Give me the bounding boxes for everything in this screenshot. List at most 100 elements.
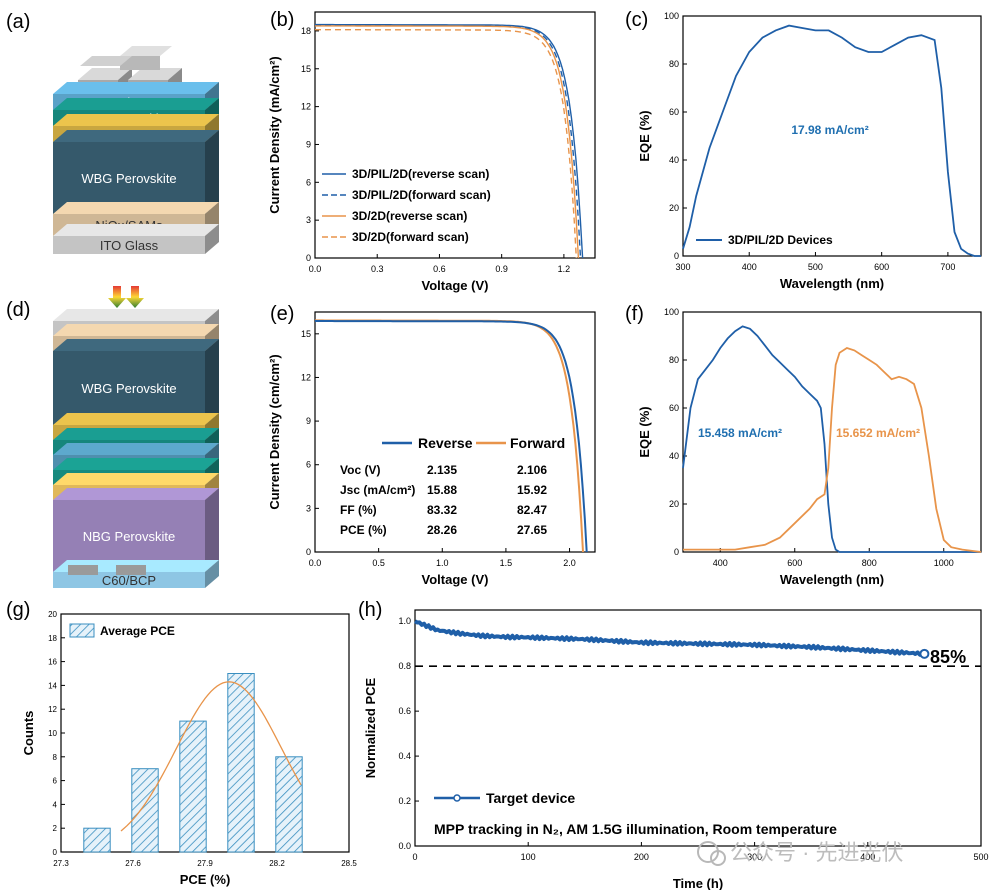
y-tick-label: 0 bbox=[306, 547, 311, 557]
x-tick-label: 28.2 bbox=[269, 859, 285, 868]
table-value: 2.106 bbox=[517, 463, 547, 477]
y-axis-label: Current Density (cm/cm²) bbox=[267, 354, 282, 509]
chart-eqe-tandem: 400 600 800 1000 0 20 40 60 80 100 Wavelength (nm)… bbox=[637, 307, 982, 587]
plot-frame bbox=[682, 311, 982, 553]
y-tick-label: 20 bbox=[48, 610, 57, 619]
chart-note: MPP tracking in N₂, AM 1.5G illumination… bbox=[434, 821, 837, 837]
table-value: 82.47 bbox=[517, 503, 547, 517]
layer-side bbox=[205, 488, 219, 572]
x-axis-label: Time (h) bbox=[673, 876, 723, 890]
layer-top bbox=[53, 428, 219, 440]
table-row-label: FF (%) bbox=[340, 503, 377, 517]
layer-label: NBG Perovskite bbox=[83, 529, 175, 544]
chart-eqe-single: 300 400 500 600 700 0 20 40 60 80 100 Wavelength (n… bbox=[637, 11, 982, 291]
eqe-line-0 bbox=[682, 325, 981, 553]
series-line-0 bbox=[315, 320, 588, 553]
x-tick-label: 200 bbox=[634, 852, 649, 862]
plot-frame bbox=[682, 15, 982, 257]
panel-label-e: (e) bbox=[270, 303, 294, 325]
layer-top bbox=[53, 458, 219, 470]
y-tick-label: 0.4 bbox=[398, 751, 411, 761]
panel-label-c: (c) bbox=[625, 9, 648, 31]
legend-label: Target device bbox=[486, 790, 575, 806]
y-tick-label: 18 bbox=[48, 634, 57, 643]
layer-label: WBG Perovskite bbox=[81, 381, 176, 396]
y-tick-label: 0 bbox=[674, 251, 679, 261]
y-tick-label: 0.6 bbox=[398, 706, 411, 716]
y-tick-label: 40 bbox=[669, 451, 679, 461]
x-tick-label: 1.2 bbox=[558, 264, 571, 274]
jsc-annotation: 17.98 mA/cm² bbox=[791, 123, 868, 137]
x-tick-label: 800 bbox=[862, 558, 877, 568]
y-tick-label: 20 bbox=[669, 499, 679, 509]
legend-label: Reverse bbox=[418, 435, 473, 451]
x-tick-label: 400 bbox=[860, 852, 875, 862]
series-line-1 bbox=[314, 24, 582, 259]
histogram-bar-0 bbox=[83, 827, 111, 853]
x-tick-label: 1.0 bbox=[436, 558, 449, 568]
x-axis-label: Wavelength (nm) bbox=[780, 572, 884, 587]
chart-pce-histogram: 27.3 27.6 27.9 28.2 28.5 0 2 4 6 8 10 12 14 16 18 20 PCE… bbox=[21, 610, 357, 887]
x-tick-label: 500 bbox=[808, 262, 823, 272]
x-tick-label: 2.0 bbox=[563, 558, 576, 568]
y-tick-label: 2 bbox=[53, 824, 58, 833]
x-tick-label: 400 bbox=[742, 262, 757, 272]
histogram-bar-4 bbox=[275, 756, 303, 853]
layer-top bbox=[53, 443, 219, 455]
x-tick-label: 300 bbox=[675, 262, 690, 272]
table-row-label: PCE (%) bbox=[340, 523, 387, 537]
layer-top bbox=[53, 130, 219, 142]
y-tick-label: 6 bbox=[53, 777, 58, 786]
series-line-3 bbox=[315, 29, 577, 259]
y-tick-label: 16 bbox=[48, 658, 57, 667]
y-tick-label: 1.0 bbox=[398, 616, 411, 626]
layer-top bbox=[53, 82, 219, 94]
panel-label-d: (d) bbox=[6, 299, 30, 321]
y-tick-label: 0 bbox=[306, 253, 311, 263]
panel-label-g: (g) bbox=[6, 599, 30, 621]
x-tick-label: 0.3 bbox=[371, 264, 384, 274]
y-tick-label: 9 bbox=[306, 416, 311, 426]
legend-label: Forward bbox=[510, 435, 565, 451]
stability-end-marker bbox=[919, 648, 930, 659]
y-axis-label: EQE (%) bbox=[637, 406, 652, 457]
x-tick-label: 0.0 bbox=[309, 558, 322, 568]
layer-top bbox=[53, 202, 219, 214]
y-tick-label: 12 bbox=[301, 102, 311, 112]
legend-swatch bbox=[69, 623, 95, 638]
y-tick-label: 15 bbox=[301, 64, 311, 74]
chart-stability: 0 100 200 300 400 500 0.0 0.2 0.4 0.6 0.8 1.0 Time (… bbox=[363, 609, 989, 890]
device-stack-tandem: ITO GlassNiOx/SAMsWBG PerovskitePIL2D Pe… bbox=[53, 286, 219, 588]
layer-top bbox=[53, 224, 219, 236]
table-value: 27.65 bbox=[517, 523, 547, 537]
x-tick-label: 100 bbox=[521, 852, 536, 862]
x-tick-label: 28.5 bbox=[341, 859, 357, 868]
layer-side bbox=[205, 560, 219, 588]
x-tick-label: 0.0 bbox=[309, 264, 322, 274]
y-tick-label: 0 bbox=[674, 547, 679, 557]
x-tick-label: 1000 bbox=[934, 558, 954, 568]
layer-top bbox=[53, 309, 219, 321]
legend-label: 3D/2D(forward scan) bbox=[352, 230, 469, 244]
x-tick-label: 27.9 bbox=[197, 859, 213, 868]
y-axis-label: Current Density (mA/cm²) bbox=[267, 56, 282, 213]
plot-frame bbox=[314, 311, 596, 553]
x-axis-label: Voltage (V) bbox=[422, 572, 489, 587]
y-tick-label: 12 bbox=[301, 372, 311, 382]
layer-side bbox=[205, 224, 219, 254]
panel-label-a: (a) bbox=[6, 11, 30, 33]
layer-side bbox=[205, 339, 219, 425]
y-tick-label: 0.0 bbox=[398, 841, 411, 851]
histogram-bar-3 bbox=[227, 673, 255, 853]
layer-top bbox=[53, 114, 219, 126]
y-axis-label: Counts bbox=[21, 711, 36, 756]
x-tick-label: 0.5 bbox=[372, 558, 385, 568]
table-value: 15.92 bbox=[517, 483, 547, 497]
y-tick-label: 4 bbox=[53, 800, 58, 809]
y-tick-label: 0.2 bbox=[398, 796, 411, 806]
layer-label: ITO Glass bbox=[100, 238, 159, 253]
x-tick-label: 0.6 bbox=[433, 264, 446, 274]
bottom-electrodes bbox=[68, 565, 146, 575]
table-value: 15.88 bbox=[427, 483, 457, 497]
x-axis-label: PCE (%) bbox=[180, 872, 231, 887]
